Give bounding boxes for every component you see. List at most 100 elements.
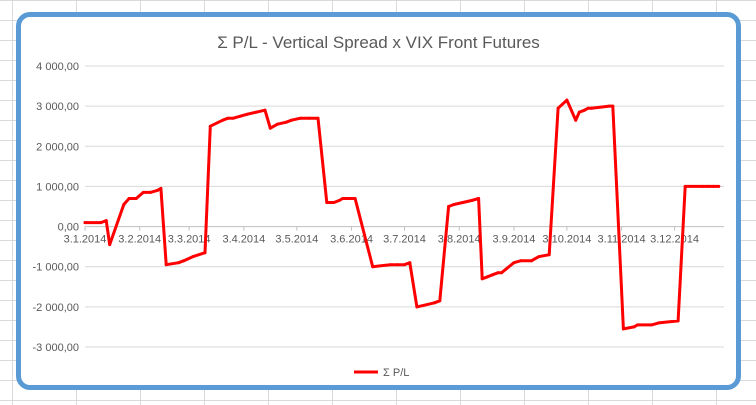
data-point <box>275 122 279 126</box>
data-point <box>164 263 168 267</box>
y-tick-label: 3 000,00 <box>36 101 79 113</box>
data-point <box>611 104 615 108</box>
x-tick-label: 3.12.2014 <box>650 234 699 246</box>
x-tick-label: 3.4.2014 <box>222 234 265 246</box>
data-point <box>134 197 138 200</box>
data-point <box>388 263 392 267</box>
data-point <box>203 251 207 255</box>
y-tick-label: -3 000,00 <box>33 342 79 354</box>
data-point <box>208 124 212 128</box>
data-point <box>263 108 267 112</box>
data-point <box>221 118 225 122</box>
x-tick-label: 3.8.2014 <box>438 234 481 246</box>
data-point <box>486 275 489 279</box>
data-point <box>583 108 586 112</box>
x-tick-label: 3.5.2014 <box>275 234 318 246</box>
data-point <box>371 265 375 269</box>
data-point <box>657 321 661 325</box>
data-point <box>701 184 705 188</box>
x-tick-label: 3.7.2014 <box>383 234 426 246</box>
y-tick-label: -1 000,00 <box>33 262 79 274</box>
data-point <box>717 184 721 188</box>
x-tick-label: 3.11.2014 <box>598 234 646 246</box>
y-tick-label: 1 000,00 <box>36 181 79 193</box>
data-point <box>711 184 715 188</box>
data-point <box>607 104 611 108</box>
data-point <box>500 271 504 275</box>
data-point <box>632 325 636 329</box>
data-point <box>403 263 406 267</box>
data-point <box>547 253 551 257</box>
data-point <box>556 106 560 110</box>
data-point <box>586 106 590 110</box>
data-point <box>290 118 293 122</box>
y-axis-tick-labels: -3 000,00 -2 000,00 -1 000,00 0,00 1 000,00 2… <box>33 61 79 354</box>
data-point <box>496 271 500 275</box>
chart-frame[interactable]: Σ P/L - Vertical Spread x VIX Front Futu… <box>16 12 741 390</box>
data-point <box>337 199 341 202</box>
data-point <box>127 197 131 200</box>
y-tick-label: 2 000,00 <box>36 141 79 153</box>
data-point <box>621 327 625 331</box>
x-axis-tick-labels: 3.1.2014 3.2.2014 3.3.2014 3.4.2014 3.5.2014… <box>64 234 699 246</box>
data-point <box>395 263 399 267</box>
data-point <box>353 197 357 200</box>
series-line-pl <box>83 98 721 331</box>
data-point <box>108 243 112 247</box>
data-point <box>683 184 687 188</box>
data-point <box>636 323 639 327</box>
data-point <box>332 201 336 204</box>
data-point <box>155 188 159 192</box>
data-point <box>574 118 578 122</box>
data-point <box>477 197 481 200</box>
data-point <box>415 305 419 309</box>
data-point <box>99 221 103 225</box>
data-point <box>433 301 436 305</box>
data-point <box>268 126 272 130</box>
data-point <box>177 261 181 265</box>
data-point <box>676 319 680 323</box>
data-point <box>519 259 523 263</box>
data-point <box>245 112 249 116</box>
legend-label: Σ P/L <box>383 367 409 379</box>
y-tick-label: 4 000,00 <box>36 61 79 73</box>
data-point <box>530 259 534 263</box>
data-point <box>470 199 474 202</box>
data-point <box>316 116 320 120</box>
data-point <box>182 259 186 263</box>
data-point <box>159 186 163 190</box>
x-tick-label: 3.10.2014 <box>542 234 591 246</box>
data-point <box>307 116 311 120</box>
data-point <box>284 120 288 124</box>
data-point <box>298 116 302 120</box>
data-point <box>148 190 152 194</box>
x-tick-label: 3.3.2014 <box>168 234 211 246</box>
data-point <box>512 261 516 265</box>
data-point <box>254 110 258 114</box>
data-point <box>231 116 235 120</box>
data-point <box>461 201 465 204</box>
data-point <box>408 261 412 265</box>
x-tick-label: 3.9.2014 <box>493 234 536 246</box>
data-point <box>590 106 594 110</box>
data-point <box>706 184 710 188</box>
x-tick-label: 3.1.2014 <box>64 234 107 246</box>
data-point <box>122 203 126 206</box>
data-point <box>341 197 345 200</box>
line-chart: Σ P/L - Vertical Spread x VIX Front Futu… <box>33 33 724 379</box>
data-point <box>480 277 484 281</box>
chart-title: Σ P/L - Vertical Spread x VIX Front Futu… <box>217 33 540 52</box>
data-point <box>650 323 654 327</box>
data-point <box>141 190 145 194</box>
data-point <box>226 116 230 120</box>
data-point <box>537 255 541 259</box>
data-point <box>565 98 569 102</box>
data-point <box>577 110 581 114</box>
x-tick-label: 3.6.2014 <box>330 234 373 246</box>
data-point <box>325 201 329 204</box>
y-tick-label: -2 000,00 <box>33 302 79 314</box>
chart-legend: Σ P/L <box>354 367 409 379</box>
data-point <box>83 221 87 225</box>
data-point <box>191 255 195 259</box>
y-tick-label: 0,00 <box>58 222 79 234</box>
